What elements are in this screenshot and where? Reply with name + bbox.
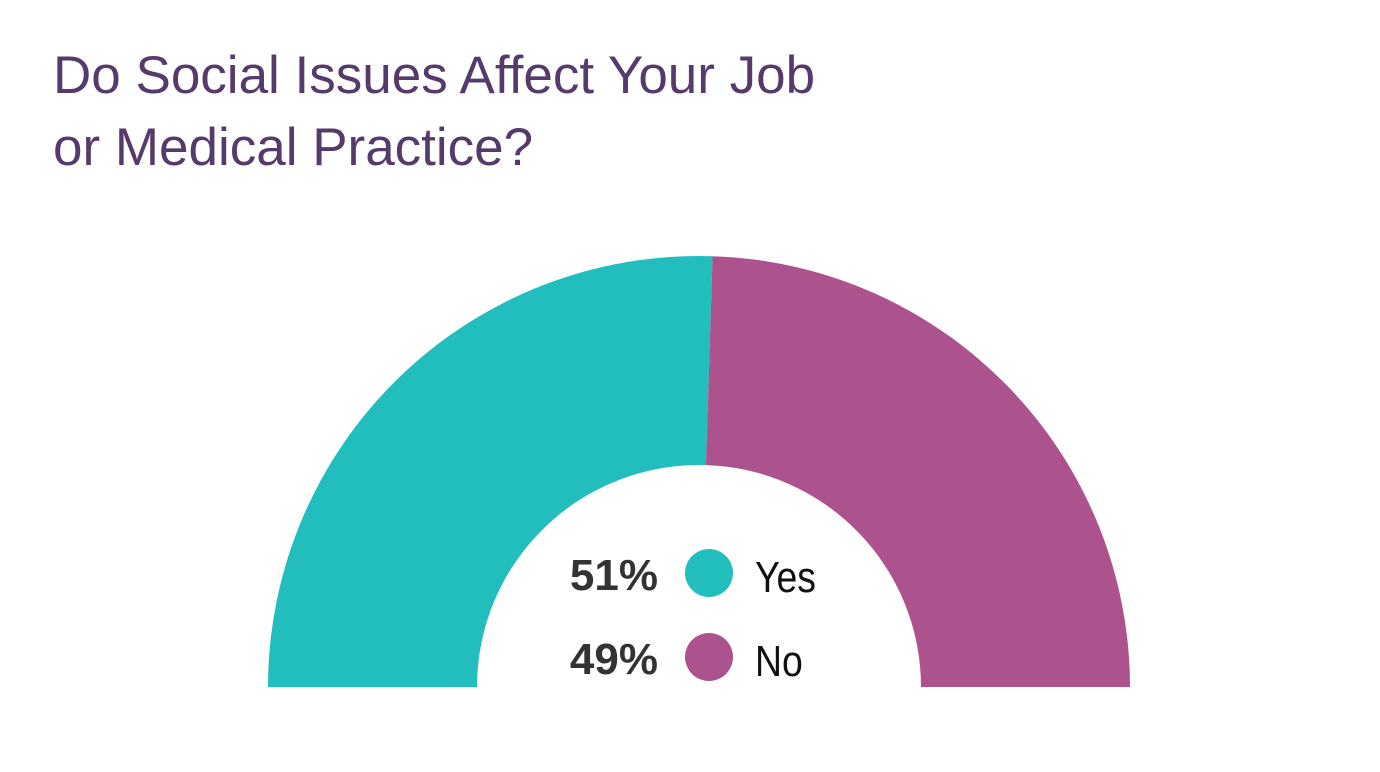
legend-value-no: 49%: [570, 635, 658, 684]
legend-value-yes: 51%: [570, 551, 658, 600]
chart-title-line-2: or Medical Practice?: [53, 118, 534, 177]
chart-title: Do Social Issues Affect Your Job or Medi…: [53, 40, 953, 184]
legend-label-no: No: [755, 636, 803, 686]
slice-no: [705, 256, 1130, 687]
legend-label-yes: Yes: [755, 552, 816, 602]
legend-swatch-no: [685, 633, 733, 681]
chart-title-line-1: Do Social Issues Affect Your Job: [53, 46, 816, 105]
slice-yes: [268, 256, 713, 687]
legend-swatch-yes: [685, 549, 733, 597]
